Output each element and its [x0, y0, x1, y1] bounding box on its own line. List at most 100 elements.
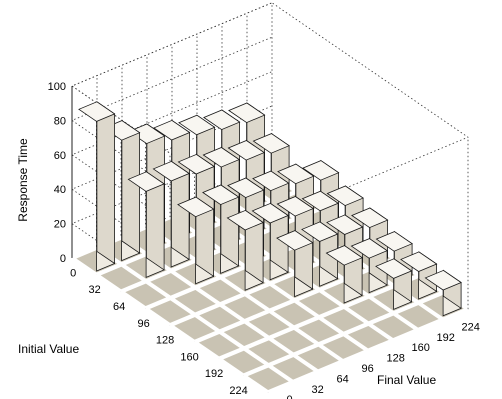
- floor-cell: [243, 365, 294, 393]
- bar-top-face: [350, 238, 388, 259]
- bar-top-face: [178, 114, 216, 136]
- y-tick-label: 96: [362, 363, 374, 375]
- bar-top-face: [128, 123, 166, 145]
- y-tick-label: 0: [287, 394, 293, 399]
- floor-cell: [318, 333, 369, 362]
- floor-cell: [318, 306, 369, 335]
- x-axis-label: Initial Value: [18, 342, 79, 356]
- bar: [78, 101, 116, 272]
- z-tick-label: 80: [54, 115, 66, 127]
- floor-cell: [244, 310, 295, 339]
- z-tick-label: 40: [54, 184, 66, 196]
- bar-top-face: [251, 202, 289, 224]
- floor-cell: [194, 304, 245, 332]
- x-tick-label: 64: [113, 301, 125, 313]
- label-layer: 0 20 40 60 80 100 0 32 64 96 128 160 192 224 0 32 64 96 12…: [48, 81, 480, 399]
- floor-cell: [343, 296, 394, 324]
- floor-cell: [145, 297, 196, 326]
- floor-cell: [393, 302, 444, 331]
- bar-top-face: [227, 140, 265, 161]
- floor-cell: [343, 323, 394, 351]
- bar: [375, 258, 413, 310]
- bar: [301, 221, 339, 287]
- bar-top-face: [375, 258, 413, 279]
- x-tick-label: 128: [156, 335, 174, 347]
- bar: [226, 209, 264, 291]
- floor-cell: [194, 331, 245, 359]
- bar-top-face: [78, 101, 116, 122]
- floor-cell: [294, 289, 345, 318]
- bar-top-face: [301, 190, 339, 212]
- y-axis-label: Final Value: [377, 373, 436, 387]
- y-tick-label: 32: [312, 384, 324, 396]
- x-tick-label: 0: [70, 267, 76, 279]
- bar-top-face: [202, 147, 240, 168]
- z-tick-label: 0: [60, 253, 66, 265]
- z-tick-label: 60: [54, 150, 66, 162]
- bar-top-face: [127, 171, 165, 192]
- bar: [424, 269, 462, 317]
- bar-top-face: [424, 269, 462, 291]
- bar-top-face: [203, 109, 241, 131]
- bar-side-face: [96, 101, 115, 265]
- x-tick-label: 32: [89, 284, 101, 296]
- bar-top-face: [302, 160, 340, 181]
- bar-top-face: [227, 177, 265, 199]
- bar-top-face: [202, 184, 240, 206]
- floor-cell: [269, 300, 320, 328]
- bar-top-face: [228, 102, 266, 124]
- x-tick-label: 224: [229, 385, 247, 397]
- bar-top-face: [226, 209, 264, 231]
- bar-layer: [78, 101, 462, 317]
- bar-top-face: [276, 230, 314, 251]
- floor-cell: [268, 327, 319, 355]
- y-tick-label: 160: [412, 342, 430, 354]
- bar: [127, 171, 165, 278]
- bar-top-face: [276, 196, 314, 217]
- floor-cell: [219, 321, 270, 349]
- bar-top-face: [400, 251, 438, 272]
- bar-top-face: [375, 231, 413, 252]
- y-tick-label: 192: [437, 332, 455, 344]
- bar-side-face: [121, 119, 141, 254]
- bar: [152, 160, 190, 268]
- floor-cell: [244, 283, 295, 311]
- bar-top-face: [326, 214, 364, 235]
- x-tick-label: 160: [180, 351, 198, 363]
- floor-cell: [120, 281, 171, 309]
- floor-cell: [293, 317, 344, 345]
- floor-cell: [145, 270, 196, 299]
- y-tick-label: 224: [462, 321, 480, 333]
- bar: [325, 244, 363, 304]
- bar-top-face: [351, 207, 389, 229]
- bar-top-face: [177, 196, 215, 218]
- bar-top-face: [325, 245, 363, 266]
- floor-cell: [195, 277, 246, 305]
- bar-top-face: [177, 153, 215, 175]
- x-tick-label: 96: [138, 318, 150, 330]
- floor-cell: [170, 287, 221, 315]
- z-axis-label: Response Time: [16, 138, 30, 222]
- bar: [177, 196, 215, 285]
- floor-cell: [268, 354, 319, 383]
- y-tick-label: 128: [387, 353, 405, 365]
- floor-cell: [219, 293, 270, 322]
- floor-cell: [243, 337, 294, 366]
- bar-top-face: [326, 185, 364, 207]
- x-tick-label: 192: [205, 368, 223, 380]
- y-tick-label: 64: [337, 373, 349, 385]
- bar-top-face: [252, 170, 290, 192]
- bar-top-face: [252, 133, 290, 154]
- z-tick-label: 20: [54, 219, 66, 231]
- floor-cell: [96, 264, 147, 292]
- bar-top-face: [301, 221, 339, 242]
- floor-cell: [169, 314, 220, 343]
- floor-cell: [368, 313, 419, 341]
- bar: [350, 237, 388, 294]
- bar-top-face: [152, 160, 190, 182]
- bar: [276, 229, 314, 298]
- bar-top-face: [277, 163, 315, 185]
- floor-cell: [218, 348, 269, 376]
